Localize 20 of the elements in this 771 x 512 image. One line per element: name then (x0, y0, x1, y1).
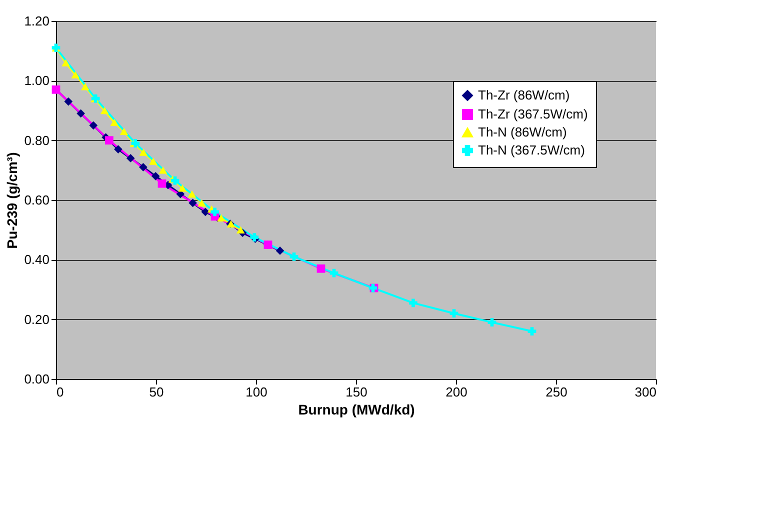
x-tick-label: 200 (446, 384, 468, 400)
x-tick-label: 150 (346, 384, 368, 400)
legend-label: Th-N (367.5W/cm) (478, 142, 585, 158)
x-tick-label: 50 (149, 384, 164, 400)
y-axis-title: Pu-239 (g/cm³) (4, 152, 20, 249)
legend-label: Th-N (86W/cm) (478, 124, 567, 140)
y-tick-label: 1.00 (24, 73, 50, 88)
y-tick-label: 0.80 (24, 132, 50, 148)
y-tick-label: 0.40 (24, 252, 50, 268)
x-tick-label: 100 (246, 384, 268, 400)
y-tick-label: 0.20 (24, 312, 50, 327)
x-tick-label: 250 (546, 384, 568, 400)
y-tick-label: 1.20 (24, 14, 50, 28)
y-tick-label: 0.00 (24, 372, 50, 386)
legend-label: Th-Zr (86W/cm) (478, 88, 570, 102)
y-tick-label: 0.60 (24, 192, 50, 208)
x-axis-title: Burnup (MWd/kd) (298, 402, 415, 418)
legend-label: Th-Zr (367.5W/cm) (478, 106, 588, 122)
x-tick-label: 300 (634, 384, 656, 400)
x-tick-label: 0 (56, 384, 64, 400)
